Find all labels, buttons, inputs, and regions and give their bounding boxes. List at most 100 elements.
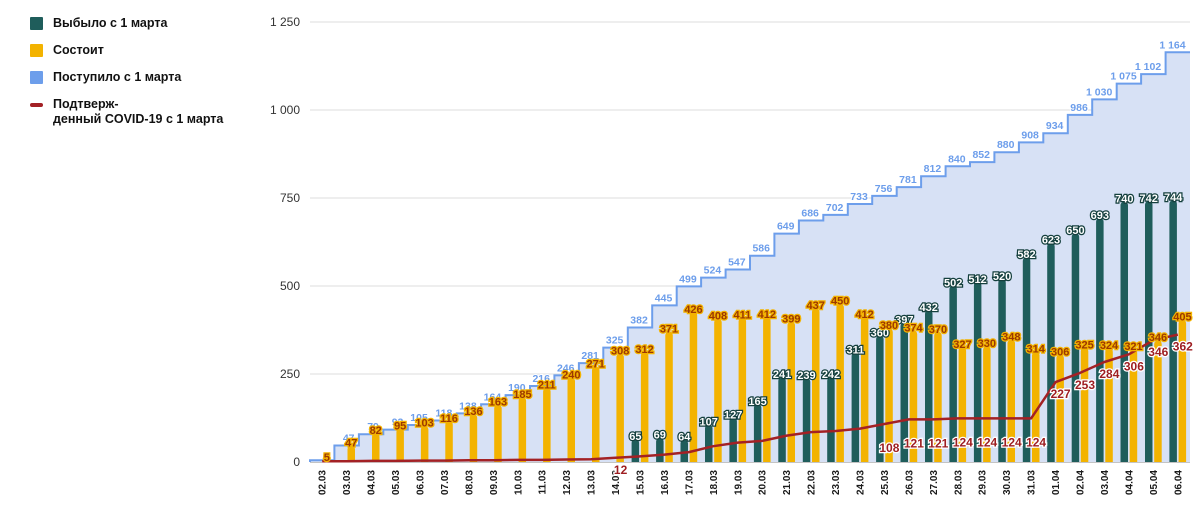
legend-label-confirmed-line2: денный COVID-19 с 1 марта — [53, 112, 224, 126]
bar-sostoit — [885, 328, 893, 462]
bar-vybylo — [778, 377, 786, 462]
bar-sostoit — [787, 321, 795, 462]
bar-sostoit — [1178, 319, 1187, 462]
bar-sostoit — [372, 433, 380, 462]
value-label-postupilo: 702 — [826, 202, 844, 214]
legend-item-vybylo[interactable]: Выбыло с 1 марта — [30, 16, 223, 31]
bar-sostoit — [1032, 351, 1040, 462]
value-label-postupilo: 164 — [484, 391, 502, 403]
x-tick-label: 24.03 — [856, 470, 867, 495]
value-label-postupilo: 445 — [655, 292, 673, 304]
value-label-vybylo: 512 — [968, 274, 986, 286]
bar-sostoit — [763, 316, 771, 462]
legend-label-sostoit: Состоит — [53, 43, 104, 57]
value-label-sostoit: 450 — [831, 296, 849, 308]
x-tick-label: 12.03 — [562, 470, 573, 495]
bar-sostoit — [567, 377, 575, 462]
bar-sostoit — [640, 352, 649, 462]
x-tick-label: 06.03 — [416, 470, 427, 495]
x-tick-label: 15.03 — [636, 470, 647, 495]
bar-sostoit — [1080, 347, 1089, 462]
bar-vybylo — [827, 376, 835, 462]
bar-sostoit — [420, 425, 429, 462]
x-tick-label: 03.03 — [342, 470, 353, 495]
value-label-postupilo: 499 — [679, 273, 697, 285]
x-tick-label: 07.03 — [440, 470, 451, 495]
value-label-sostoit: 163 — [489, 397, 507, 409]
bar-sostoit — [934, 331, 942, 462]
bar-sostoit — [689, 312, 698, 462]
value-label-sostoit: 95 — [394, 421, 406, 433]
value-label-postupilo: 105 — [410, 412, 428, 424]
x-tick-label: 28.03 — [953, 470, 964, 495]
value-label-postupilo: 1 164 — [1159, 39, 1185, 51]
value-label-sostoit: 308 — [611, 346, 629, 358]
legend-item-sostoit[interactable]: Состоит — [30, 43, 223, 58]
bar-sostoit — [860, 316, 869, 462]
x-tick-label: 30.03 — [1002, 470, 1013, 495]
value-label-vybylo: 127 — [724, 409, 742, 421]
bar-sostoit — [445, 421, 453, 462]
confirmed-line — [322, 333, 1179, 463]
value-label-postupilo: 649 — [777, 221, 795, 233]
bar-sostoit — [1007, 339, 1015, 462]
value-label-sostoit: 325 — [1075, 340, 1093, 352]
bar-vybylo — [729, 417, 737, 462]
value-label-vybylo: 650 — [1066, 225, 1084, 237]
y-tick-label: 0 — [293, 455, 300, 469]
bar-sostoit — [543, 387, 551, 462]
value-label-postupilo: 852 — [972, 149, 990, 161]
value-label-sostoit: 321 — [1124, 341, 1142, 353]
x-tick-label: 02.03 — [318, 470, 329, 495]
value-label-confirmed: 284 — [1099, 367, 1119, 381]
x-tick-label: 04.04 — [1124, 470, 1135, 495]
bar-vybylo — [705, 424, 713, 462]
x-tick-label: 18.03 — [709, 470, 720, 495]
bar-sostoit — [738, 317, 747, 462]
value-label-vybylo: 311 — [847, 345, 865, 357]
y-tick-label: 250 — [280, 367, 300, 381]
bar-sostoit — [665, 331, 673, 462]
x-tick-label: 06.04 — [1173, 470, 1184, 495]
value-label-postupilo: 92 — [392, 417, 404, 429]
value-label-vybylo: 64 — [678, 432, 691, 444]
bar-sostoit — [983, 345, 991, 462]
bar-vybylo — [876, 335, 884, 462]
value-label-confirmed: 346 — [1148, 345, 1168, 359]
value-label-sostoit: 412 — [758, 309, 776, 321]
value-label-confirmed: 124 — [953, 435, 973, 449]
value-label-sostoit: 136 — [464, 406, 482, 418]
bar-sostoit — [812, 308, 820, 462]
legend-item-postupilo[interactable]: Поступило с 1 марта — [30, 70, 223, 85]
value-label-vybylo: 165 — [748, 396, 766, 408]
x-tick-label: 13.03 — [587, 470, 598, 495]
legend-swatch-postupilo-icon — [30, 71, 43, 84]
x-tick-label: 02.04 — [1076, 470, 1087, 495]
value-label-confirmed: 124 — [1026, 435, 1046, 449]
legend-label-confirmed: Подтверж- денный COVID-19 с 1 марта — [53, 97, 223, 127]
value-label-sostoit: 348 — [1002, 332, 1020, 344]
x-tick-label: 22.03 — [807, 470, 818, 495]
value-label-postupilo: 781 — [899, 174, 917, 186]
legend-item-confirmed[interactable]: Подтверж- денный COVID-19 с 1 марта — [30, 97, 223, 127]
legend-swatch-vybylo-icon — [30, 17, 43, 30]
value-label-vybylo: 69 — [654, 430, 666, 442]
value-label-postupilo: 986 — [1070, 102, 1088, 114]
bar-vybylo — [753, 403, 762, 462]
value-label-postupilo: 138 — [459, 400, 477, 412]
bar-sostoit — [1105, 347, 1113, 462]
y-tick-label: 1 000 — [270, 103, 300, 117]
value-label-sostoit: 312 — [635, 344, 653, 356]
value-label-sostoit: 306 — [1051, 346, 1069, 358]
bar-sostoit — [958, 346, 967, 462]
bar-sostoit — [518, 396, 527, 462]
x-tick-label: 05.04 — [1149, 470, 1160, 495]
bar-sostoit — [1129, 349, 1138, 462]
bar-sostoit — [396, 428, 404, 462]
bar-sostoit — [494, 404, 502, 462]
bar-sostoit — [909, 330, 918, 462]
value-label-postupilo: 216 — [532, 373, 550, 385]
value-label-vybylo: 693 — [1091, 210, 1109, 222]
